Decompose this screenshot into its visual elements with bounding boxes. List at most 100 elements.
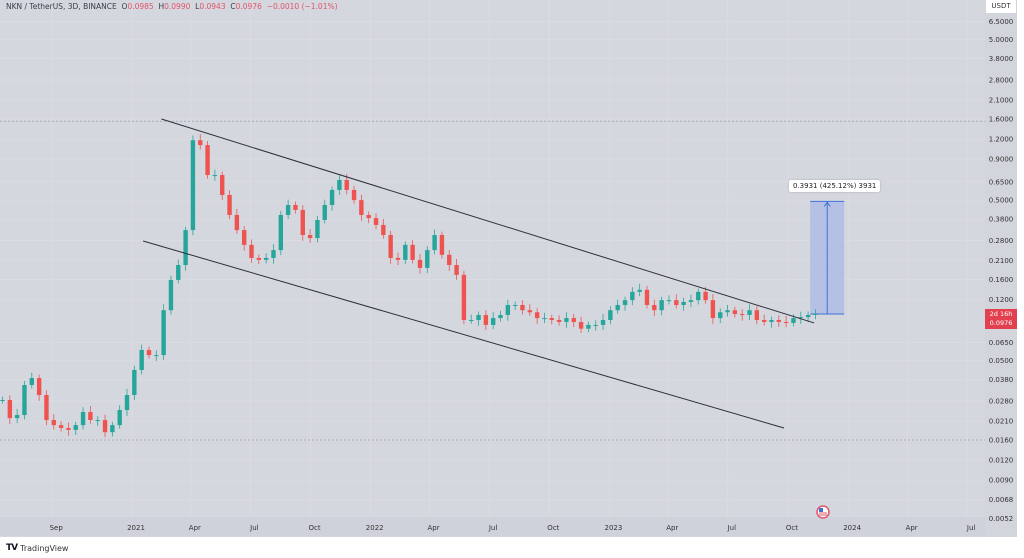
price-tick-label: 5.0000 (989, 36, 1014, 44)
symbol-legend[interactable]: NKN / TetherUS, 3D, BINANCE O0.0985 H0.0… (6, 2, 338, 11)
candle-body (556, 319, 562, 322)
candle-body (490, 318, 496, 325)
price-tick-label: 2.8000 (989, 76, 1014, 84)
candle (615, 299, 620, 314)
candle-body (688, 300, 694, 302)
time-tick-label: Apr (906, 524, 918, 532)
price-tick-label: 6.5000 (989, 18, 1014, 26)
candle-body (110, 425, 115, 433)
price-tick-label: 0.0160 (989, 437, 1014, 445)
candle-body (615, 304, 620, 311)
time-axis-labels: Sep 2021 Apr Jul Oct 2022 Apr Jul Oct 2023 Apr Jul O… (50, 524, 976, 532)
candle (681, 297, 686, 311)
candle (220, 171, 225, 201)
candle (534, 308, 540, 324)
candle (417, 253, 423, 274)
candle (549, 314, 554, 325)
candle-body (381, 224, 386, 235)
time-tick-label: Jul (727, 524, 737, 532)
candle (154, 350, 159, 361)
candle-body (176, 264, 181, 280)
candle-body (696, 291, 701, 301)
candle (410, 240, 415, 264)
candle (198, 134, 203, 150)
candle-body (637, 289, 642, 292)
currency-label[interactable]: USDT (986, 0, 1016, 13)
candle (805, 311, 811, 323)
candle (249, 239, 254, 263)
candle (22, 380, 27, 420)
candle-body (205, 145, 210, 176)
close-label: C (230, 2, 236, 11)
brand-name: TradingView (20, 543, 69, 553)
time-tick-label: Apr (189, 524, 201, 532)
low-value: 0.0943 (199, 2, 226, 11)
candle (366, 211, 371, 224)
tradingview-logo[interactable]: TV TradingView (6, 543, 68, 553)
time-tick-label: Oct (547, 524, 559, 532)
candle-body (102, 420, 108, 433)
us-flag-event-icon[interactable] (816, 505, 830, 519)
candle (725, 304, 730, 317)
high-value: 0.0990 (164, 2, 191, 11)
candle-body (469, 319, 474, 321)
candle-body (527, 310, 533, 313)
candle-body (732, 310, 738, 315)
candle (271, 244, 276, 264)
candle-body (337, 179, 342, 190)
candle-body (329, 189, 335, 205)
low-label: L (195, 2, 200, 11)
candle (293, 201, 298, 214)
price-axis[interactable] (985, 0, 1017, 537)
time-tick-label: Apr (428, 524, 440, 532)
measurement-box[interactable] (810, 200, 845, 315)
time-tick-label: 2024 (843, 524, 861, 532)
symbol-title: NKN / TetherUS, 3D, BINANCE (6, 2, 117, 11)
candle-body (761, 319, 767, 322)
price-tick-label: 0.0280 (989, 397, 1014, 405)
candle (36, 374, 42, 401)
candle-body (813, 313, 818, 315)
candle (556, 315, 562, 326)
last-price-countdown-badge: 2d 16h 0.0976 (985, 309, 1017, 329)
candle (447, 250, 452, 271)
candle (373, 213, 379, 230)
candle-body (754, 310, 760, 320)
trendlines[interactable] (142, 118, 815, 429)
candle-body (403, 244, 408, 260)
candle-body (586, 324, 591, 329)
candle (359, 194, 364, 221)
candle-body (666, 300, 672, 302)
candle (146, 346, 152, 359)
candle-body (417, 259, 423, 268)
price-tick-label: 0.5000 (989, 197, 1014, 205)
candle-body (256, 257, 262, 260)
price-tick-label: 0.0090 (989, 477, 1014, 485)
candle-body (161, 310, 166, 356)
candle (674, 294, 679, 309)
candle (241, 226, 247, 251)
candle-body (534, 312, 540, 319)
candle (783, 315, 789, 328)
candle (95, 415, 100, 426)
candle (102, 414, 108, 438)
candle-body (512, 304, 518, 306)
candle (578, 316, 584, 334)
candle-body (29, 378, 35, 386)
candle-body (432, 234, 437, 251)
time-axis[interactable] (0, 517, 985, 536)
price-tick-label: 0.2800 (989, 237, 1014, 245)
candle (395, 252, 401, 265)
candle-body (263, 257, 269, 260)
candle (527, 304, 533, 316)
candle-body (681, 301, 686, 305)
candle-body (146, 349, 152, 356)
candle (183, 226, 188, 271)
candle-body (285, 204, 291, 215)
candle-body (600, 319, 606, 325)
candle (322, 199, 327, 224)
candle-body (798, 317, 803, 319)
candle-body (703, 291, 708, 301)
candle (263, 253, 269, 264)
